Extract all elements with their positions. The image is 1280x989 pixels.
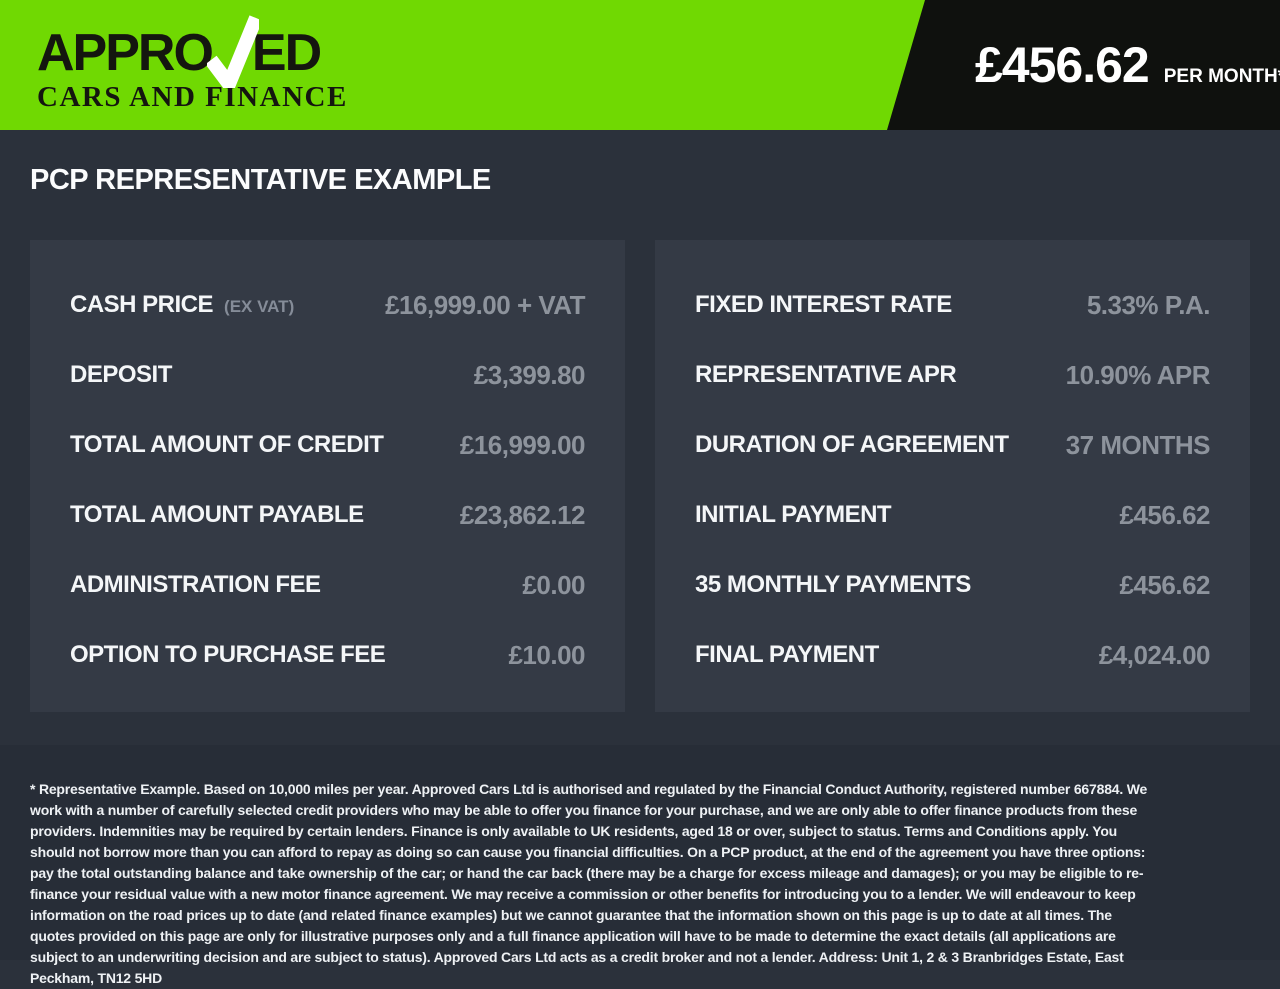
brand-header: APPRO ED CARS AND FINANCE £456.62 PER MON… xyxy=(0,0,1280,130)
row-label: REPRESENTATIVE APR xyxy=(695,361,957,388)
monthly-price-suffix: PER MONTH* xyxy=(1163,66,1280,87)
row-label: DEPOSIT xyxy=(70,361,172,388)
table-row: DURATION OF AGREEMENT 37 MONTHS xyxy=(695,410,1211,480)
table-row: 35 MONTHLY PAYMENTS £456.62 xyxy=(695,550,1211,620)
disclaimer-text: * Representative Example. Based on 10,00… xyxy=(30,781,1148,986)
page-title: PCP REPRESENTATIVE EXAMPLE xyxy=(30,164,491,196)
finance-panel-left: CASH PRICE (EX VAT) £16,999.00 + VAT DEP… xyxy=(30,240,625,712)
row-label: 35 MONTHLY PAYMENTS xyxy=(695,571,971,598)
table-row: INITIAL PAYMENT £456.62 xyxy=(695,480,1211,550)
row-label: CASH PRICE xyxy=(70,291,214,318)
table-row: CASH PRICE (EX VAT) £16,999.00 + VAT xyxy=(70,270,585,340)
monthly-price: £456.62 xyxy=(975,37,1150,93)
row-label: TOTAL AMOUNT PAYABLE xyxy=(70,501,364,528)
row-label: FINAL PAYMENT xyxy=(695,641,879,668)
row-label: DURATION OF AGREEMENT xyxy=(695,431,1009,458)
company-logo: APPRO ED CARS AND FINANCE xyxy=(37,14,348,112)
monthly-price-flag: £456.62 PER MONTH* xyxy=(887,0,1280,130)
logo-word-pre: APPRO xyxy=(37,24,214,82)
row-value: £16,999.00 + VAT xyxy=(385,289,585,320)
row-label: FIXED INTEREST RATE xyxy=(695,291,952,318)
disclaimer-footer: * Representative Example. Based on 10,00… xyxy=(0,745,1280,986)
table-row: TOTAL AMOUNT PAYABLE £23,862.12 xyxy=(70,480,586,550)
row-value: 10.90% APR xyxy=(1065,359,1211,390)
check-icon xyxy=(205,14,263,99)
finance-panel-right: FIXED INTEREST RATE 5.33% P.A. REPRESENT… xyxy=(655,240,1250,712)
row-value: £16,999.00 xyxy=(459,429,586,460)
table-row: REPRESENTATIVE APR 10.90% APR xyxy=(695,340,1211,410)
logo-subtitle: CARS AND FINANCE xyxy=(37,81,348,113)
table-row: FIXED INTEREST RATE 5.33% P.A. xyxy=(695,270,1211,340)
logo-word-post: ED xyxy=(251,24,322,82)
finance-example-section: PCP REPRESENTATIVE EXAMPLE CASH PRICE (E… xyxy=(0,130,1280,712)
table-row: TOTAL AMOUNT OF CREDIT £16,999.00 xyxy=(70,410,586,480)
table-row: FINAL PAYMENT £4,024.00 xyxy=(695,620,1211,690)
row-label-group: CASH PRICE (EX VAT) xyxy=(70,291,294,319)
row-value: 5.33% P.A. xyxy=(1086,289,1211,320)
row-sublabel: (EX VAT) xyxy=(224,297,295,316)
row-label: INITIAL PAYMENT xyxy=(695,501,892,528)
row-label: ADMINISTRATION FEE xyxy=(70,571,321,598)
row-value: 37 MONTHS xyxy=(1065,429,1211,460)
row-label: TOTAL AMOUNT OF CREDIT xyxy=(70,431,384,458)
row-value: £456.62 xyxy=(1119,569,1211,600)
table-row: OPTION TO PURCHASE FEE £10.00 xyxy=(70,620,585,690)
row-value: £0.00 xyxy=(522,569,585,600)
table-row: ADMINISTRATION FEE £0.00 xyxy=(70,550,585,620)
monthly-price-line: £456.62 PER MONTH* xyxy=(975,36,1280,94)
row-value: £23,862.12 xyxy=(459,499,586,530)
row-value: £3,399.80 xyxy=(473,359,586,390)
table-row: DEPOSIT £3,399.80 xyxy=(70,340,586,410)
row-value: £10.00 xyxy=(508,639,585,670)
row-label: OPTION TO PURCHASE FEE xyxy=(70,641,386,668)
logo-wordmark: APPRO ED xyxy=(37,14,348,99)
finance-panels: CASH PRICE (EX VAT) £16,999.00 + VAT DEP… xyxy=(30,240,1250,712)
row-value: £4,024.00 xyxy=(1098,639,1211,670)
row-value: £456.62 xyxy=(1119,499,1211,530)
